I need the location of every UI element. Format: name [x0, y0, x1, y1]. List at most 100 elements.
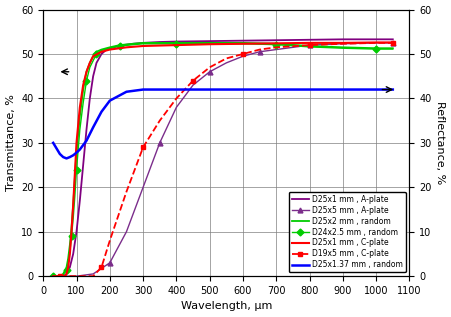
D19x5 mm , C-plate [390, 41, 396, 45]
Legend: D25x1 mm , A-plate, D25x5 mm , A-plate, D25x2 mm , random, D24x2.5 mm , random, : D25x1 mm , A-plate, D25x5 mm , A-plate, … [289, 192, 405, 272]
D25x1 mm , C-plate [174, 43, 179, 47]
D25x2 mm , random [67, 243, 73, 247]
D25x1 mm , A-plate [130, 42, 136, 46]
D25x2 mm , random [240, 41, 246, 45]
D25x1.37 mm , random [80, 143, 86, 147]
D25x1 mm , C-plate [87, 61, 92, 65]
D25x5 mm , A-plate [257, 50, 262, 54]
D25x1 mm , C-plate [107, 48, 112, 51]
D25x5 mm , A-plate [91, 272, 96, 276]
D25x2 mm , random [87, 61, 92, 65]
D25x2 mm , random [130, 42, 136, 46]
D25x1 mm , C-plate [70, 203, 76, 207]
D25x1 mm , C-plate [124, 45, 129, 49]
D19x5 mm , C-plate [91, 274, 96, 278]
D25x5 mm , A-plate [157, 141, 162, 145]
D25x1 mm , C-plate [390, 41, 396, 44]
D25x1.37 mm , random [240, 87, 246, 91]
D24x2.5 mm , random [57, 274, 63, 278]
D25x1 mm , A-plate [57, 274, 63, 278]
D25x1 mm , A-plate [77, 199, 83, 203]
D25x1 mm , C-plate [274, 42, 279, 45]
D25x1 mm , A-plate [157, 40, 162, 44]
D25x1 mm , C-plate [207, 42, 212, 46]
D25x2 mm , random [57, 274, 63, 278]
Line: D25x1 mm , A-plate: D25x1 mm , A-plate [53, 39, 393, 276]
D25x1 mm , A-plate [390, 37, 396, 41]
D24x2.5 mm , random [70, 217, 76, 220]
D25x1.37 mm , random [64, 157, 69, 160]
D19x5 mm , C-plate [74, 274, 79, 278]
D25x1.37 mm , random [140, 87, 146, 91]
D25x1.37 mm , random [87, 132, 92, 136]
D25x1.37 mm , random [84, 139, 89, 143]
D19x5 mm , C-plate [57, 274, 63, 278]
D25x1 mm , C-plate [57, 274, 63, 278]
D24x2.5 mm , random [67, 250, 73, 254]
D25x2 mm , random [84, 70, 89, 74]
D25x1 mm , A-plate [140, 41, 146, 45]
D24x2.5 mm , random [140, 42, 146, 46]
D24x2.5 mm , random [174, 42, 179, 46]
D24x2.5 mm , random [91, 59, 96, 62]
D25x1 mm , A-plate [207, 39, 212, 43]
D25x1.37 mm , random [307, 87, 312, 91]
D25x1.37 mm , random [60, 155, 66, 159]
D25x1 mm , C-plate [80, 83, 86, 87]
D25x2 mm , random [307, 44, 312, 48]
D25x1 mm , A-plate [307, 38, 312, 42]
Line: D25x1.37 mm , random: D25x1.37 mm , random [53, 89, 393, 158]
D19x5 mm , C-plate [373, 41, 379, 45]
D25x1 mm , A-plate [51, 274, 56, 278]
D24x2.5 mm , random [94, 52, 99, 56]
D19x5 mm , C-plate [190, 79, 196, 82]
D19x5 mm , C-plate [107, 239, 112, 243]
Line: D25x1 mm , C-plate: D25x1 mm , C-plate [53, 42, 393, 276]
D25x1 mm , C-plate [340, 41, 345, 45]
D25x5 mm , A-plate [74, 274, 79, 278]
D24x2.5 mm , random [69, 234, 74, 238]
D24x2.5 mm , random [207, 42, 212, 46]
D25x2 mm , random [174, 41, 179, 45]
D25x5 mm , A-plate [107, 261, 112, 265]
D25x1 mm , C-plate [307, 41, 312, 45]
D25x1 mm , C-plate [69, 230, 74, 234]
D25x1 mm , A-plate [94, 61, 99, 65]
D25x1.37 mm , random [207, 87, 212, 91]
D24x2.5 mm , random [99, 49, 104, 52]
D25x2 mm , random [274, 42, 279, 46]
D25x1.37 mm , random [74, 151, 79, 155]
Line: D25x5 mm , A-plate: D25x5 mm , A-plate [51, 41, 395, 279]
D25x2 mm , random [390, 46, 396, 50]
D25x1 mm , A-plate [110, 45, 116, 49]
Line: D19x5 mm , C-plate: D19x5 mm , C-plate [57, 41, 395, 279]
D19x5 mm , C-plate [124, 190, 129, 194]
D24x2.5 mm , random [72, 194, 78, 198]
D24x2.5 mm , random [390, 47, 396, 51]
D25x5 mm , A-plate [140, 185, 146, 189]
D25x5 mm , A-plate [190, 83, 196, 87]
D25x1.37 mm , random [70, 153, 76, 157]
D25x5 mm , A-plate [51, 274, 56, 278]
D25x1.37 mm , random [91, 126, 96, 129]
D19x5 mm , C-plate [274, 45, 279, 49]
D25x5 mm , A-plate [224, 61, 229, 65]
D25x1 mm , A-plate [74, 230, 79, 234]
D24x2.5 mm , random [64, 268, 69, 271]
D25x1 mm , C-plate [62, 274, 68, 278]
D25x2 mm , random [99, 48, 104, 51]
D25x1 mm , A-plate [174, 40, 179, 43]
D25x1 mm , C-plate [60, 274, 66, 278]
D25x1 mm , C-plate [84, 70, 89, 74]
D24x2.5 mm , random [51, 274, 56, 278]
D25x1 mm , A-plate [99, 52, 104, 56]
D24x2.5 mm , random [87, 65, 92, 69]
D19x5 mm , C-plate [207, 65, 212, 69]
D25x1.37 mm , random [174, 87, 179, 91]
D25x2 mm , random [340, 45, 345, 49]
D19x5 mm , C-plate [140, 146, 146, 149]
D25x1.37 mm , random [51, 141, 56, 145]
D25x1 mm , C-plate [64, 272, 69, 276]
D25x1 mm , C-plate [72, 172, 78, 176]
D25x5 mm , A-plate [307, 43, 312, 47]
